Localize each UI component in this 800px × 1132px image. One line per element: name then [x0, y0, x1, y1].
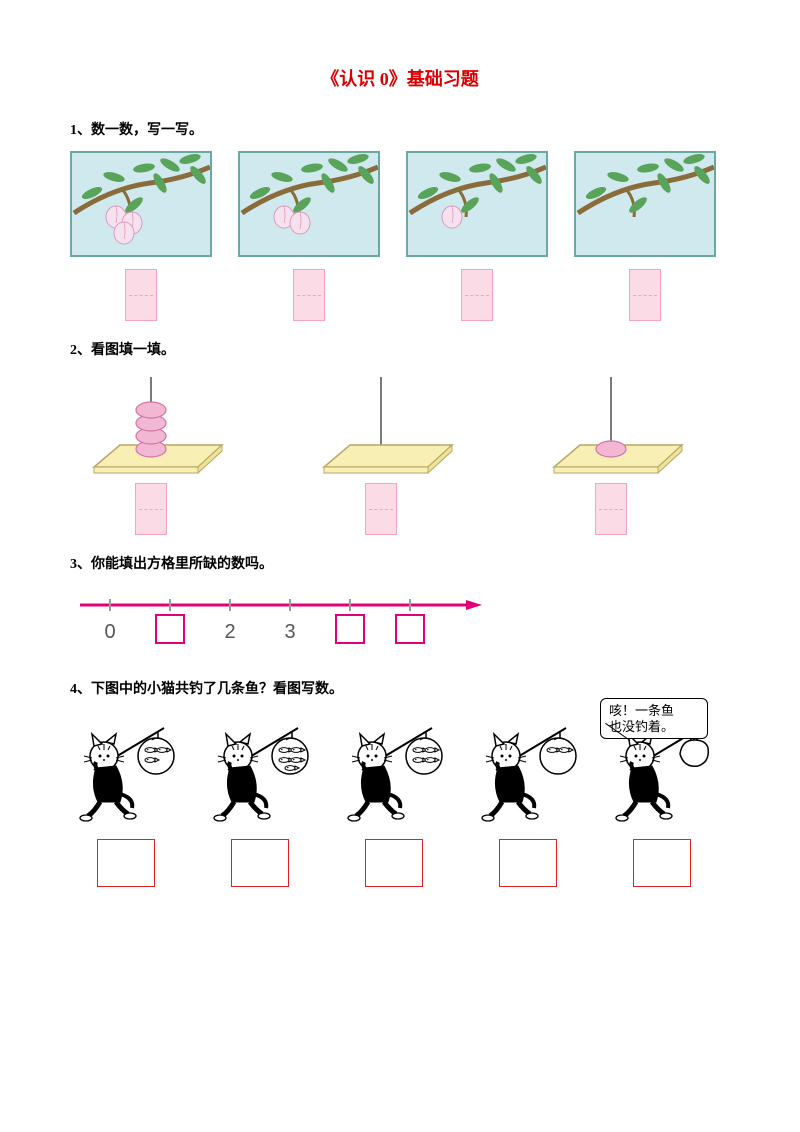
q2-prompt: 2、看图填一填。 [70, 339, 730, 359]
answer-box[interactable] [97, 839, 155, 887]
abacus-illustration [76, 371, 226, 481]
q1-card [238, 151, 380, 321]
cat-illustration [210, 710, 310, 835]
q1-cards [70, 151, 730, 321]
page-title: 《认识 0》基础习题 [70, 65, 730, 91]
answer-box[interactable] [135, 483, 167, 535]
svg-text:3: 3 [284, 621, 295, 643]
answer-box[interactable] [629, 269, 661, 321]
answer-box[interactable] [633, 839, 691, 887]
branch-illustration [574, 151, 716, 257]
svg-text:0: 0 [104, 621, 115, 643]
cat-item [344, 710, 444, 887]
q4-prompt: 4、下图中的小猫共钓了几条鱼？看图写数。 [70, 678, 730, 698]
branch-illustration [70, 151, 212, 257]
answer-box[interactable] [125, 269, 157, 321]
q3-numberline: 0 2 3 [70, 585, 730, 660]
branch-illustration [238, 151, 380, 257]
answer-box[interactable] [231, 839, 289, 887]
branch-illustration [406, 151, 548, 257]
speech-line1: 咳！一条鱼 [609, 703, 674, 718]
answer-box[interactable] [365, 483, 397, 535]
abacus-illustration [306, 371, 456, 481]
speech-bubble: 咳！一条鱼 也没钓着。 [600, 698, 708, 739]
q1-card [406, 151, 548, 321]
answer-box[interactable] [461, 269, 493, 321]
cat-illustration [478, 710, 578, 835]
q3-prompt: 3、你能填出方格里所缺的数吗。 [70, 553, 730, 573]
cat-item [76, 710, 176, 887]
answer-box[interactable] [499, 839, 557, 887]
q2-item [76, 371, 226, 535]
answer-box[interactable] [365, 839, 423, 887]
q1-card [574, 151, 716, 321]
cat-illustration [344, 710, 444, 835]
q1-card [70, 151, 212, 321]
cat-illustration [76, 710, 176, 835]
cat-item [478, 710, 578, 887]
q1-prompt: 1、数一数，写一写。 [70, 119, 730, 139]
abacus-illustration [536, 371, 686, 481]
answer-box[interactable] [595, 483, 627, 535]
svg-text:2: 2 [224, 621, 235, 643]
answer-box[interactable] [293, 269, 325, 321]
q2-items [76, 371, 730, 535]
cat-item [210, 710, 310, 887]
q2-item [536, 371, 686, 535]
q4-figure: 咳！一条鱼 也没钓着。 [70, 710, 730, 887]
q2-item [306, 371, 456, 535]
